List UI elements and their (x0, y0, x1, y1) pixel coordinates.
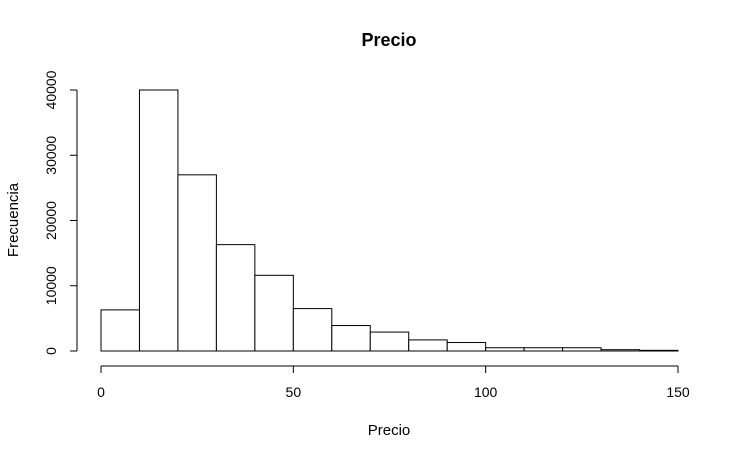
x-axis-label: Precio (368, 422, 411, 439)
y-tick-label: 40000 (43, 70, 59, 109)
y-tick-label: 20000 (43, 201, 59, 240)
y-tick-label: 10000 (43, 266, 59, 305)
histogram-bar (600, 349, 641, 352)
y-tick-label: 30000 (43, 136, 59, 175)
histogram-bar (562, 347, 602, 352)
histogram-bar (100, 309, 140, 352)
x-tick-label: 50 (286, 384, 302, 400)
x-axis: 0 50 100 150 (97, 365, 690, 400)
histogram-bar (408, 339, 448, 352)
x-tick-label: 0 (97, 384, 105, 400)
x-tick-label: 100 (474, 384, 498, 400)
histogram-bar (523, 347, 564, 352)
bars (100, 89, 679, 352)
histogram-bar (485, 347, 525, 352)
y-axis: 0 10000 20000 30000 40000 (43, 70, 78, 355)
histogram-bar (215, 244, 256, 352)
histogram-bar (254, 274, 294, 352)
y-axis-label: Frecuencia (5, 182, 22, 257)
histogram-bar (446, 342, 487, 352)
chart-title: Precio (361, 30, 416, 50)
histogram-bar (177, 174, 217, 352)
histogram-bar (331, 325, 371, 352)
y-tick-label: 0 (43, 347, 59, 355)
histogram-bar (369, 331, 410, 352)
x-tick-label: 150 (666, 384, 690, 400)
histogram-bar (138, 89, 179, 352)
histogram-bar (639, 349, 679, 352)
histogram-bar (292, 308, 333, 352)
